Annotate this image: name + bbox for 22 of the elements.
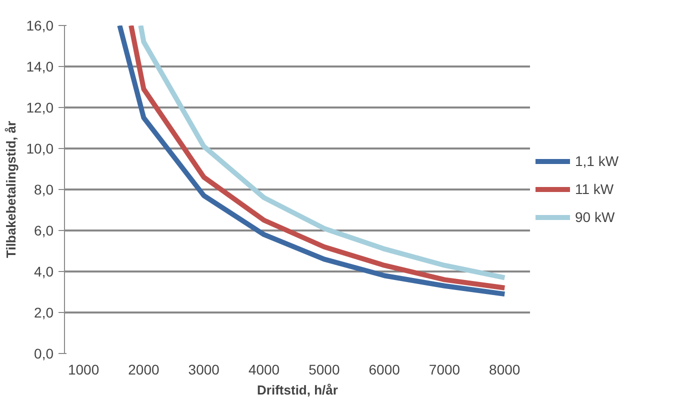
x-axis-title: Driftstid, h/år (257, 382, 338, 398)
y-tick-label: 6,0 (34, 222, 54, 238)
x-tick-label: 7000 (428, 362, 460, 378)
x-tick-label: 6000 (368, 362, 400, 378)
x-tick-label: 8000 (489, 362, 520, 378)
y-tick-label: 8,0 (34, 182, 54, 198)
y-tick-label: 2,0 (34, 304, 54, 320)
y-tick-label: 10,0 (26, 140, 54, 156)
y-tick-label: 0,0 (34, 346, 54, 362)
x-tick-label: 2000 (128, 362, 160, 378)
y-tick-label: 12,0 (26, 100, 54, 116)
x-tick-label: 4000 (248, 362, 280, 378)
y-axis-title: Tilbakebetalingstid, år (3, 120, 18, 258)
legend-label: 90 kW (575, 209, 615, 225)
y-tick-label: 14,0 (26, 58, 54, 74)
y-tick-label: 16,0 (26, 18, 54, 34)
legend-label: 11 kW (575, 181, 614, 197)
legend-label: 1,1 kW (575, 153, 619, 169)
x-tick-label: 1000 (68, 362, 100, 378)
y-tick-label: 4,0 (34, 264, 54, 280)
x-tick-label: 3000 (188, 362, 220, 378)
x-tick-label: 5000 (308, 362, 340, 378)
